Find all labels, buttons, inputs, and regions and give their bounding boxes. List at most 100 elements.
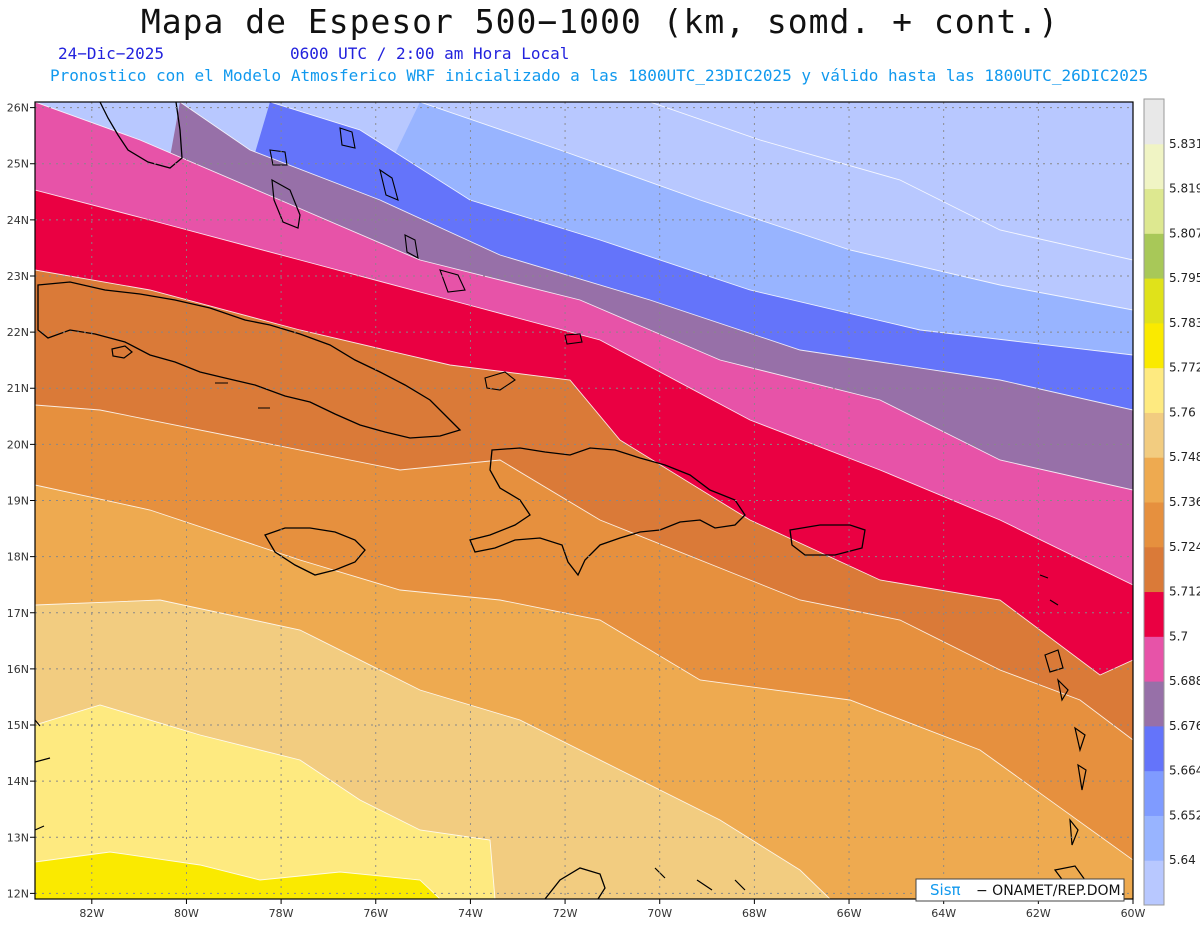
coastline-florida bbox=[99, 102, 183, 169]
coastline-turks-caicos bbox=[564, 333, 583, 345]
colorbar-swatch bbox=[1144, 322, 1164, 369]
contour-line-11 bbox=[35, 851, 441, 899]
coastline-jamaica bbox=[264, 527, 366, 576]
contour-line-10 bbox=[35, 704, 496, 899]
colorbar-frame bbox=[1143, 98, 1165, 906]
lat-tick-label: 18N bbox=[7, 551, 29, 564]
contour-line-6 bbox=[35, 269, 1133, 676]
contour-line-5 bbox=[35, 189, 1133, 586]
credit-sis: Sisπ bbox=[930, 881, 961, 899]
coastline-isla-juventud bbox=[111, 345, 133, 359]
contour-line-1 bbox=[419, 102, 1133, 311]
coastline-cayman bbox=[215, 382, 270, 409]
forecast-time: 0600 UTC / 2:00 am Hora Local bbox=[290, 44, 570, 63]
model-info: Pronostico con el Modelo Atmosferico WRF… bbox=[50, 66, 1149, 85]
thickness-band-11 bbox=[35, 852, 1133, 899]
colorbar-swatch bbox=[1144, 367, 1164, 413]
coastline-bahamas-b bbox=[339, 127, 356, 149]
colorbar-swatch bbox=[1144, 188, 1164, 234]
lon-tick-label: 62W bbox=[1026, 907, 1051, 920]
colorbar-label: 5.783 bbox=[1169, 316, 1200, 330]
contour-line-8 bbox=[35, 484, 1133, 861]
colorbar-swatch bbox=[1144, 457, 1164, 503]
lat-tick-label: 14N bbox=[7, 775, 29, 788]
colorbar-swatch bbox=[1144, 143, 1164, 190]
lon-tick-label: 76W bbox=[363, 907, 388, 920]
colorbar: 5.64 5.652 5.664 5.676 5.688 5.7 5.712 5.724 5.7… bbox=[1143, 98, 1200, 906]
coastline-cuba bbox=[37, 281, 462, 439]
coastline-bahamas-d bbox=[404, 234, 419, 260]
lon-tick-label: 78W bbox=[269, 907, 294, 920]
lat-tick-label: 24N bbox=[7, 214, 29, 227]
longitude-axis: 82W 80W 78W 76W 74W 72W 70W 68W 66W 64W 62W 60W bbox=[79, 899, 1146, 920]
colorbar-swatch bbox=[1144, 591, 1164, 637]
lon-tick-label: 66W bbox=[837, 907, 862, 920]
contour-line-0 bbox=[649, 102, 1133, 261]
lat-tick-label: 23N bbox=[7, 270, 29, 283]
colorbar-label: 5.652 bbox=[1169, 808, 1200, 822]
colorbar-swatch bbox=[1144, 815, 1164, 861]
colorbar-label: 5.819 bbox=[1169, 182, 1200, 196]
lat-tick-label: 22N bbox=[7, 326, 29, 339]
colorbar-label: 5.664 bbox=[1169, 764, 1200, 778]
colorbar-label: 5.688 bbox=[1169, 674, 1200, 688]
coastline-bahamas-c bbox=[379, 168, 399, 201]
lon-tick-label: 60W bbox=[1121, 907, 1146, 920]
thickness-band-10 bbox=[35, 705, 1133, 899]
colorbar-swatch bbox=[1144, 636, 1164, 682]
coastline-south-america bbox=[544, 867, 606, 899]
thickness-bands bbox=[35, 102, 1133, 899]
colorbar-swatch bbox=[1144, 546, 1164, 593]
colorbar-swatch bbox=[1144, 412, 1164, 458]
latitude-axis: 26N 25N 24N 23N 22N 21N 20N 19N 18N 17N 16N 15N 14N 1… bbox=[7, 102, 35, 900]
lat-tick-label: 20N bbox=[7, 438, 29, 451]
lat-tick-label: 25N bbox=[7, 158, 29, 171]
colorbar-label: 5.76 bbox=[1169, 405, 1196, 419]
lon-tick-label: 80W bbox=[174, 907, 199, 920]
lon-tick-label: 68W bbox=[742, 907, 767, 920]
colorbar-swatch bbox=[1144, 278, 1164, 324]
colorbar-swatch bbox=[1144, 725, 1164, 772]
colorbar-label: 5.676 bbox=[1169, 719, 1200, 733]
colorbar-swatch bbox=[1144, 502, 1164, 548]
lat-tick-label: 19N bbox=[7, 495, 29, 508]
lat-tick-label: 12N bbox=[7, 887, 29, 900]
colorbar-label: 5.772 bbox=[1169, 361, 1200, 375]
coastline-central-america bbox=[35, 719, 51, 831]
colorbar-swatch bbox=[1144, 681, 1164, 727]
colorbar-swatch bbox=[1144, 860, 1164, 906]
lat-tick-label: 15N bbox=[7, 719, 29, 732]
contour-line-7 bbox=[35, 404, 1133, 741]
forecast-date: 24−Dic−2025 bbox=[58, 44, 164, 63]
map-title: Mapa de Espesor 500−1000 (km, somd. + co… bbox=[140, 2, 1060, 41]
lat-tick-label: 21N bbox=[7, 382, 29, 395]
colorbar-label: 5.795 bbox=[1169, 271, 1200, 285]
colorbar-label: 5.807 bbox=[1169, 226, 1200, 240]
colorbar-label: 5.831 bbox=[1169, 137, 1200, 151]
colorbar-label: 5.712 bbox=[1169, 585, 1200, 599]
lon-tick-label: 74W bbox=[458, 907, 483, 920]
colorbar-swatch bbox=[1144, 770, 1164, 816]
coastline-puerto-rico bbox=[789, 524, 866, 556]
colorbar-label: 5.748 bbox=[1169, 450, 1200, 464]
graticule bbox=[35, 102, 1134, 899]
lat-tick-label: 16N bbox=[7, 663, 29, 676]
lon-tick-label: 64W bbox=[931, 907, 956, 920]
coastline-bahamas-a bbox=[269, 149, 288, 166]
credit-onamet: − ONAMET/REP.DOM. bbox=[976, 883, 1125, 899]
coastline-lesser-antilles bbox=[1039, 574, 1087, 846]
lon-tick-label: 72W bbox=[553, 907, 578, 920]
lon-tick-label: 82W bbox=[79, 907, 104, 920]
coastline-hispaniola bbox=[469, 447, 746, 577]
islands-mainland-local bbox=[35, 102, 1087, 899]
colorbar-label: 5.7 bbox=[1169, 629, 1188, 643]
lat-tick-label: 26N bbox=[7, 102, 29, 115]
credit-box bbox=[915, 878, 1125, 902]
colorbar-swatch bbox=[1144, 233, 1164, 279]
lat-tick-label: 13N bbox=[7, 831, 29, 844]
coastline-andros bbox=[271, 178, 301, 229]
lon-tick-label: 70W bbox=[647, 907, 672, 920]
colorbar-swatch bbox=[1144, 99, 1164, 145]
coastline-bahamas-e bbox=[439, 269, 466, 293]
